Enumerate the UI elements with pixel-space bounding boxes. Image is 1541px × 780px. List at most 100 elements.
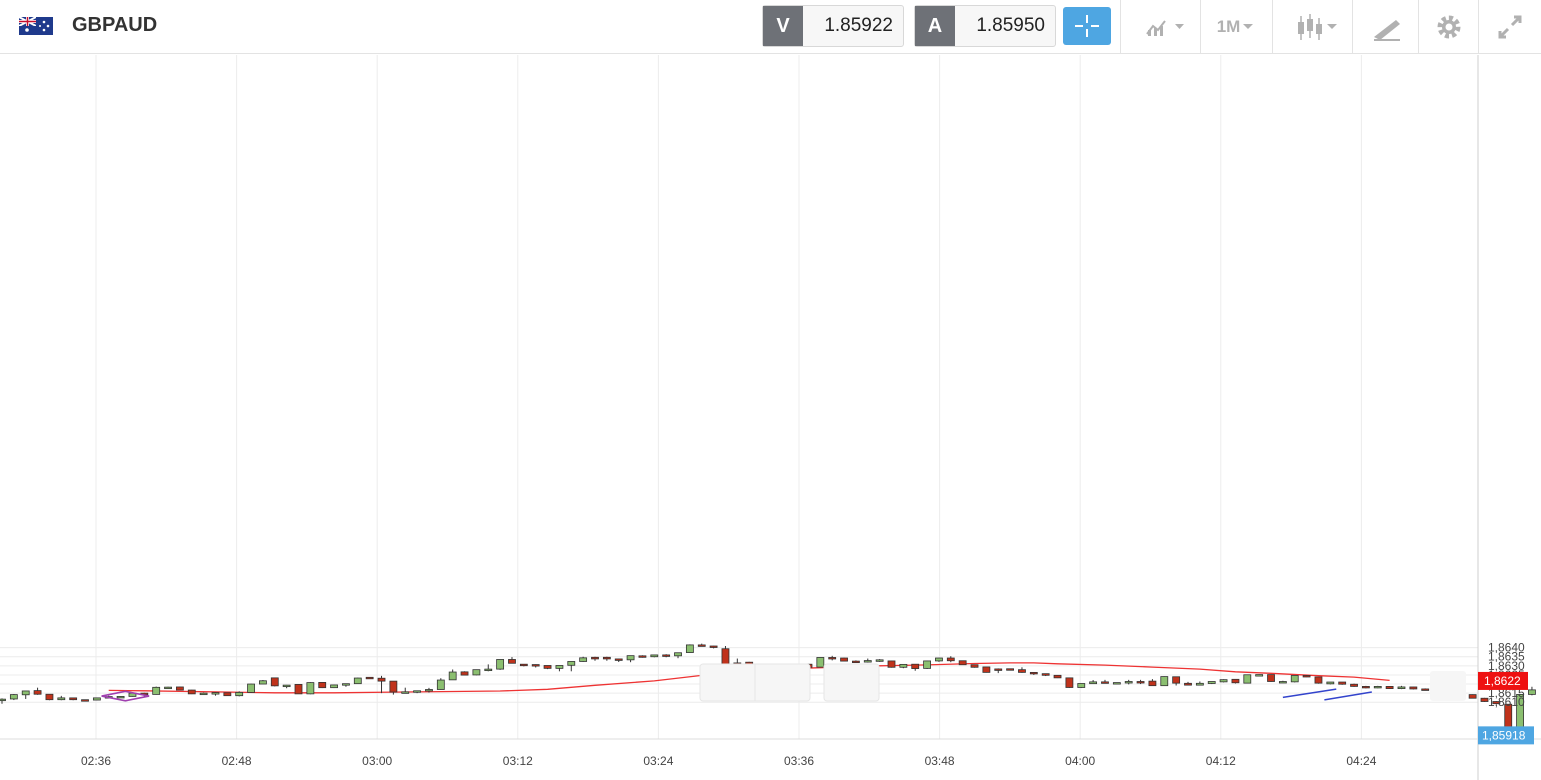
buy-label: A bbox=[915, 6, 955, 46]
bearish-candle bbox=[531, 664, 540, 668]
candle-body bbox=[1267, 674, 1275, 682]
bearish-candle bbox=[1421, 688, 1430, 691]
candle-body bbox=[1148, 680, 1157, 687]
bullish-candle bbox=[1373, 685, 1382, 689]
bullish-candle bbox=[1397, 685, 1406, 690]
timeframe-selector[interactable]: 1M bbox=[1200, 0, 1272, 54]
reset-view-button[interactable] bbox=[823, 663, 880, 702]
candle-body bbox=[1468, 694, 1477, 699]
diamond-marker bbox=[101, 690, 150, 702]
bullish-candle bbox=[555, 665, 564, 672]
flag-icon bbox=[19, 17, 53, 35]
candle-body bbox=[662, 654, 671, 657]
bullish-candle bbox=[579, 656, 588, 662]
candle-body bbox=[1350, 683, 1358, 687]
bullish-candle bbox=[425, 687, 433, 693]
moving-average-tag: 1,8622 bbox=[1478, 671, 1528, 690]
bearish-candle bbox=[1468, 694, 1477, 699]
bullish-candle bbox=[935, 657, 943, 662]
bearish-candle bbox=[1184, 681, 1192, 686]
candle-body bbox=[899, 663, 908, 668]
candle-body bbox=[259, 680, 267, 685]
gear-icon bbox=[1437, 15, 1460, 39]
price-axis-label: 1,8610 bbox=[1488, 695, 1525, 709]
settings-button[interactable] bbox=[1418, 0, 1478, 54]
bullish-candle bbox=[401, 687, 410, 694]
candle-body bbox=[353, 677, 362, 685]
bullish-candle bbox=[1195, 681, 1204, 686]
bearish-candle bbox=[1350, 683, 1358, 687]
candle-body bbox=[1480, 697, 1489, 702]
moving-average-value: 1,8622 bbox=[1484, 674, 1521, 688]
bearish-candle bbox=[1053, 674, 1062, 679]
bullish-candle bbox=[448, 669, 457, 681]
compare-button[interactable] bbox=[1120, 0, 1200, 54]
bearish-candle bbox=[1136, 679, 1145, 685]
candle-body bbox=[413, 690, 422, 693]
bullish-candle bbox=[413, 690, 422, 694]
bullish-candle bbox=[9, 694, 18, 701]
bullish-candle bbox=[152, 686, 161, 695]
scroll-to-latest-button[interactable] bbox=[1430, 671, 1466, 701]
bullish-candle bbox=[57, 695, 66, 701]
candle-body bbox=[1195, 682, 1204, 686]
time-axis-label: 04:12 bbox=[1206, 754, 1236, 768]
crosshair-icon bbox=[1075, 15, 1099, 37]
time-axis-label: 02:48 bbox=[222, 754, 252, 768]
bullish-candle bbox=[685, 644, 694, 653]
candle-body bbox=[1136, 681, 1145, 684]
bearish-candle bbox=[970, 664, 979, 668]
bearish-candle bbox=[1302, 675, 1311, 678]
candles bbox=[0, 643, 1536, 736]
fullscreen-button[interactable] bbox=[1478, 0, 1541, 54]
price-axis-label: 1,8630 bbox=[1488, 659, 1525, 673]
candle-body bbox=[211, 692, 220, 695]
candle-body bbox=[425, 689, 433, 692]
bullish-candle bbox=[1160, 676, 1169, 687]
bearish-candle bbox=[1101, 679, 1109, 684]
bearish-candle bbox=[602, 656, 611, 661]
candle-body bbox=[591, 656, 599, 660]
candle-body bbox=[911, 663, 920, 669]
bullish-candle bbox=[496, 659, 505, 670]
instrument-symbol: GBPAUD bbox=[72, 14, 158, 36]
candle-body bbox=[116, 696, 125, 699]
drawing-objects bbox=[101, 688, 1372, 702]
time-axis-label: 03:12 bbox=[503, 754, 533, 768]
time-axis-label: 03:36 bbox=[784, 754, 814, 768]
candle-body bbox=[923, 660, 931, 669]
bullish-candle bbox=[1219, 679, 1228, 683]
candle-body bbox=[1089, 681, 1098, 685]
bullish-candle bbox=[875, 659, 884, 662]
candle-body bbox=[92, 697, 101, 701]
crosshair-button[interactable] bbox=[1063, 7, 1111, 45]
bearish-candle bbox=[1148, 679, 1157, 687]
candle-body bbox=[223, 692, 232, 697]
bearish-candle bbox=[1172, 676, 1181, 686]
bullish-candle bbox=[863, 658, 872, 663]
candle-body bbox=[1172, 676, 1181, 684]
candle-body bbox=[1160, 676, 1169, 687]
buy-quote-button[interactable]: A 1.85950 bbox=[914, 5, 1056, 47]
bearish-candle bbox=[1231, 678, 1240, 684]
drawing-tools-button[interactable] bbox=[1352, 0, 1418, 54]
bearish-candle bbox=[614, 658, 623, 663]
chart-navigation-overlay bbox=[699, 663, 1466, 702]
bearish-candle bbox=[365, 676, 374, 680]
candle-body bbox=[1077, 683, 1086, 688]
candle-body bbox=[342, 683, 350, 686]
candle-body bbox=[1326, 681, 1335, 685]
candle-body bbox=[175, 686, 184, 691]
candle-body bbox=[472, 669, 481, 676]
time-axis-label: 04:24 bbox=[1346, 754, 1376, 768]
bearish-candle bbox=[1065, 677, 1074, 688]
bearish-candle bbox=[1338, 681, 1347, 685]
bullish-candle bbox=[306, 682, 315, 695]
chart-type-button[interactable] bbox=[1272, 0, 1352, 54]
candle-body bbox=[685, 644, 694, 653]
price-chart[interactable]: 02:36 02:48 03:00 03:12 03:24 03:36 03:48 04:00… bbox=[0, 55, 1541, 780]
candle-body bbox=[460, 671, 469, 676]
bullish-candle bbox=[330, 684, 338, 689]
sell-quote-button[interactable]: V 1.85922 bbox=[762, 5, 904, 47]
candle-body bbox=[887, 660, 896, 668]
